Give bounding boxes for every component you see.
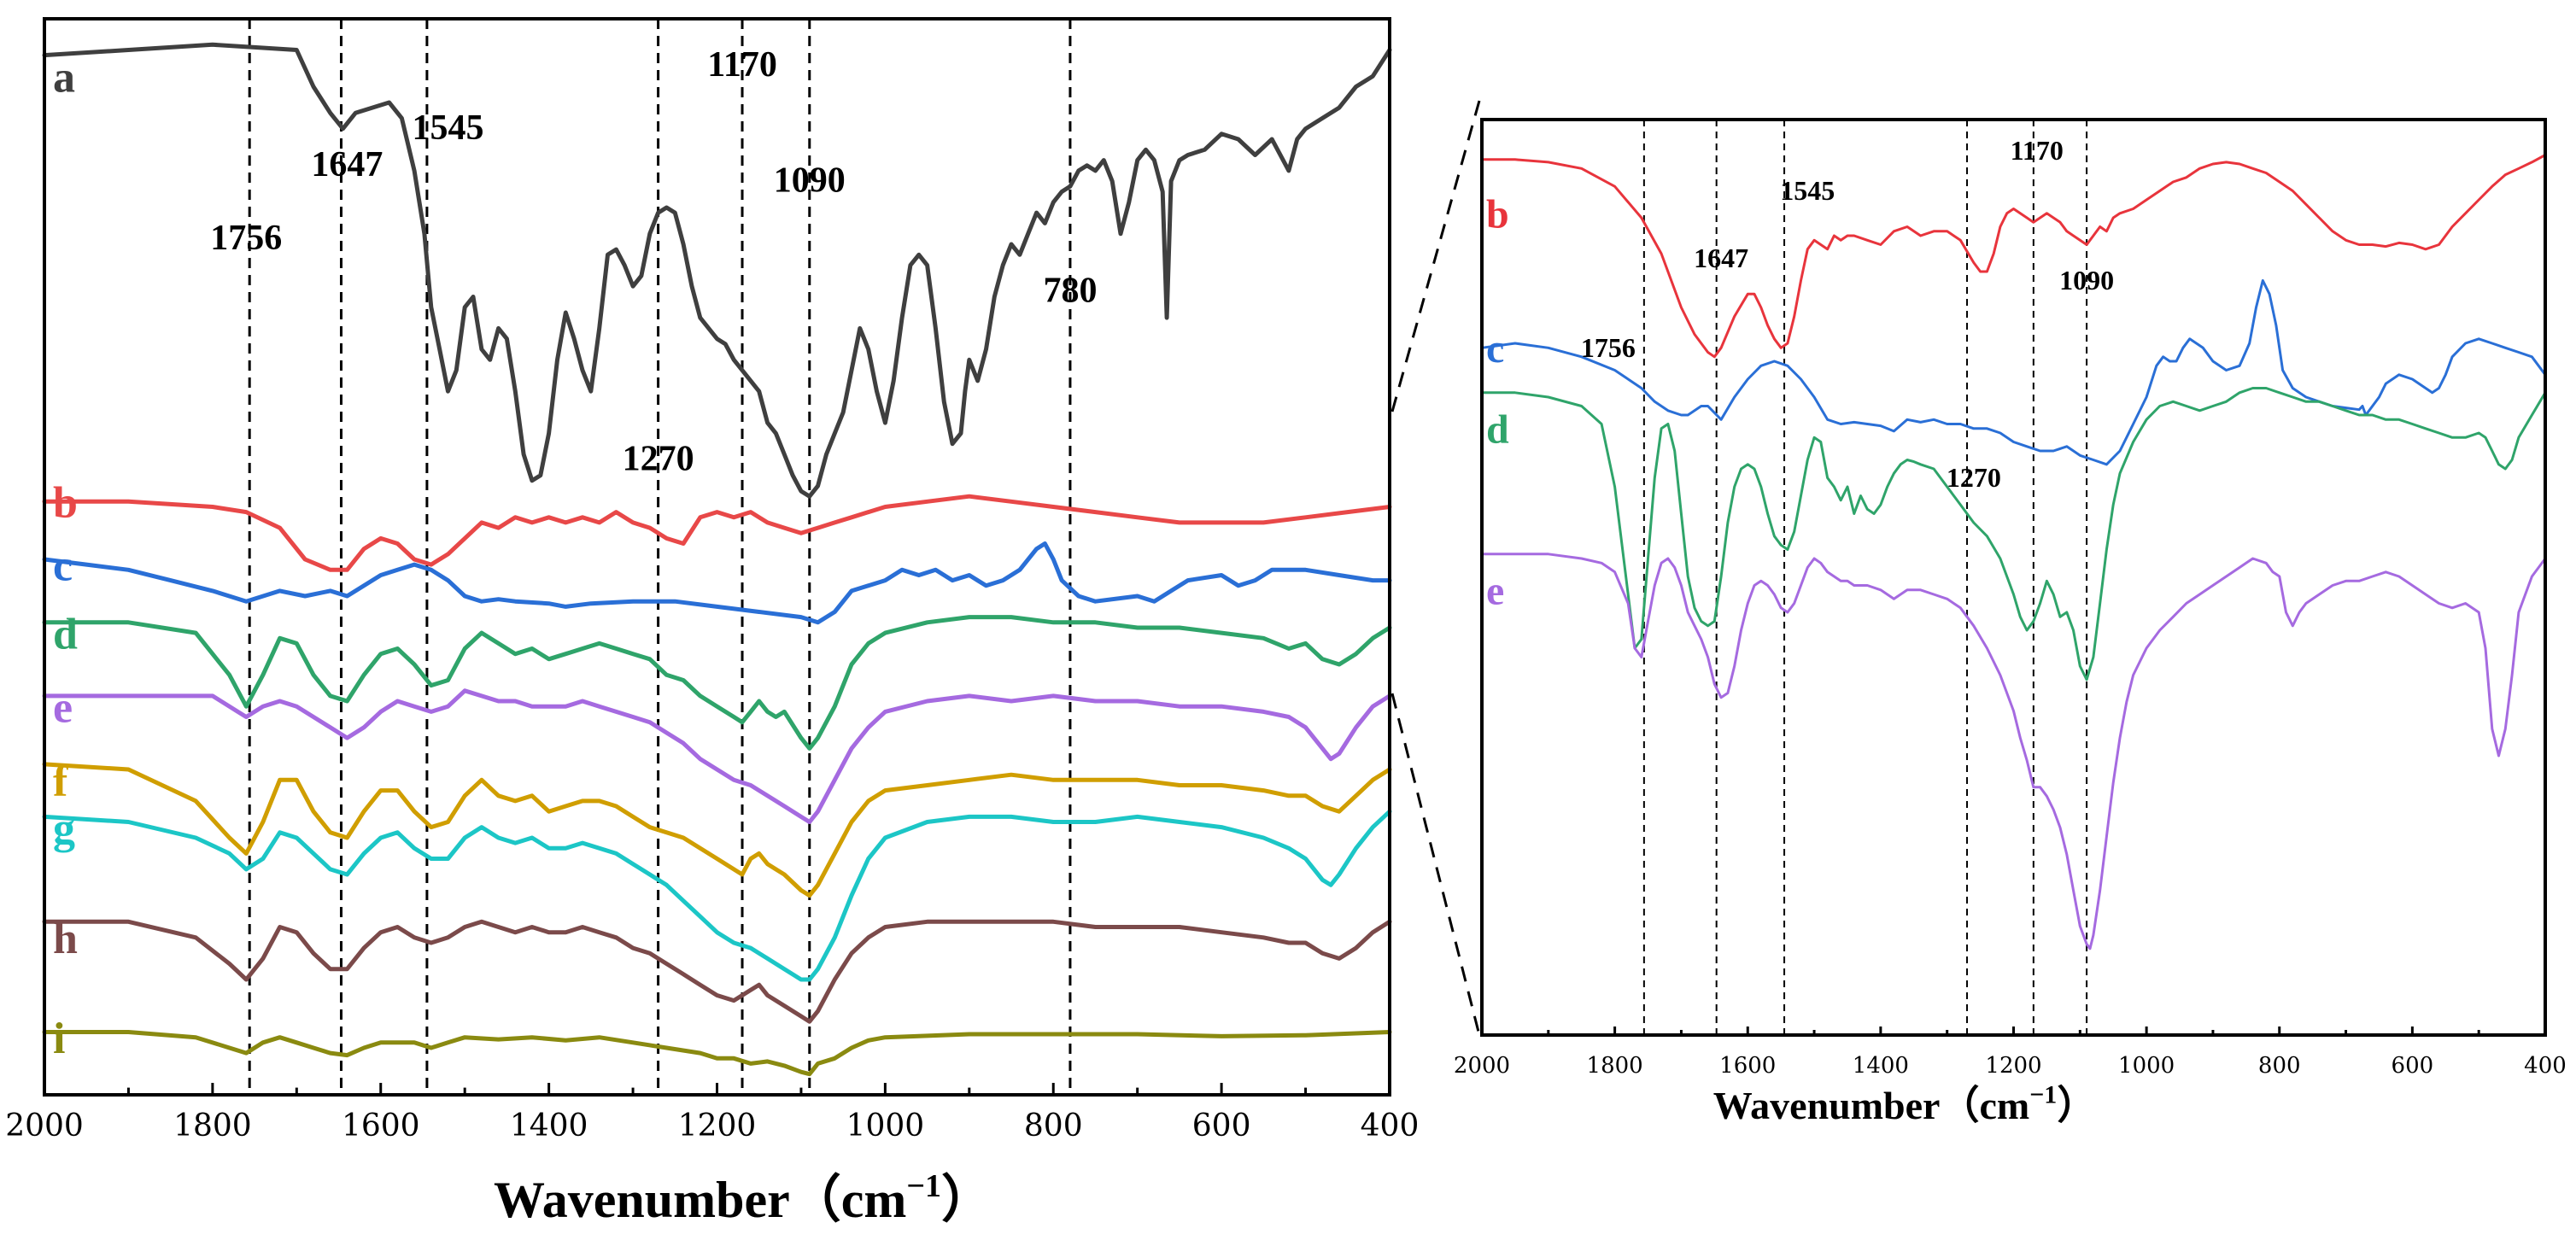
main-x-axis-label: Wavenumber（cm−1） [494,1168,992,1228]
inset-peak-label-1756: 1756 [1581,332,1636,363]
main-x-tick-label-2000: 2000 [5,1108,84,1143]
main-x-tick-label-1600: 1600 [342,1108,420,1143]
inset-axis-frame [1480,118,2547,1037]
main-peak-label-1545: 1545 [413,108,484,148]
inset-peak-label-1545: 1545 [1780,175,1835,206]
main-x-axis-label-text: Wavenumber（cm [494,1171,906,1228]
inset-x-axis-label-sup: −1 [2029,1081,2057,1109]
main-series-h-line [42,919,1392,1024]
inset-series-d-line [1480,387,2547,681]
main-series-c-line [42,541,1392,625]
main-series-label-g: g [53,804,75,853]
inset-chart-panel: b cd e 1756 1647 1545 1270 1170 1090 2000 1800 1600… [1454,118,2567,1127]
inset-x-tick-label-1800: 1800 [1587,1053,1643,1079]
main-series-label-b: b [53,479,78,528]
inset-series-label-b: b [1486,192,1509,237]
inset-x-tick-label-2000: 2000 [1454,1053,1510,1079]
main-series-label-a: a [53,53,75,102]
inset-peak-label-1090: 1090 [2059,265,2114,295]
zoom-connector-lines [1390,100,1481,1036]
main-x-axis-label-sup: −1 [906,1168,941,1204]
main-x-tick-label-1200: 1200 [678,1108,757,1143]
main-peak-label-780: 780 [1043,272,1097,311]
inset-peak-label-1647: 1647 [1694,243,1748,273]
inset-x-tick-label-800: 800 [2258,1053,2301,1079]
inset-peak-label-1170: 1170 [2011,135,2064,166]
main-x-tick-label-600: 600 [1192,1108,1251,1143]
inset-series-label-c: c [1486,326,1504,371]
inset-x-tick-label-1200: 1200 [1985,1053,2041,1079]
main-series-label-c: c [53,541,73,590]
main-series-label-d: d [53,610,78,658]
main-series-label-f: f [53,757,68,806]
inset-x-tick-label-1400: 1400 [1853,1053,1909,1079]
inset-x-axis-label: Wavenumber（cm−1） [1713,1081,2097,1127]
inset-series-label-d: d [1486,407,1509,453]
main-series-label-e: e [53,683,73,732]
inset-series-label-e: e [1486,569,1504,614]
main-x-tick-label-1400: 1400 [510,1108,588,1143]
main-series-g-line [42,809,1392,982]
main-series-a-line [42,42,1392,499]
main-series-label-i: i [53,1015,65,1063]
main-x-axis-label-close: ） [941,1171,992,1228]
main-peak-label-1090: 1090 [774,161,846,201]
inset-series-e-line [1480,553,2547,950]
main-x-tick-label-1000: 1000 [846,1108,925,1143]
main-series-label-h: h [53,915,78,963]
inset-x-tick-label-400: 400 [2524,1053,2567,1079]
main-x-tick-label-800: 800 [1024,1108,1083,1143]
main-x-tick-label-1800: 1800 [173,1108,252,1143]
main-series-f-line [42,762,1392,898]
inset-x-tick-label-1600: 1600 [1719,1053,1776,1079]
inset-peak-label-1270: 1270 [1947,462,2001,493]
main-series-i-line [42,1030,1392,1077]
main-series-b-line [42,494,1392,572]
main-x-tick-label-400: 400 [1361,1108,1420,1143]
inset-series-b-line [1480,154,2547,359]
main-series-d-line [42,615,1392,751]
inset-series-c-line [1480,279,2547,466]
inset-x-axis-label-text: Wavenumber（cm [1713,1084,2030,1127]
zoom-connector-top [1390,100,1481,412]
main-peak-label-1647: 1647 [311,145,383,184]
main-peak-label-1170: 1170 [707,45,777,85]
zoom-connector-bottom [1390,693,1481,1036]
main-series-e-line [42,688,1392,824]
inset-x-axis-label-close: ） [2057,1084,2096,1127]
main-peak-label-1756: 1756 [210,219,282,258]
inset-x-tick-label-1000: 1000 [2118,1053,2175,1079]
main-peak-label-1270: 1270 [623,439,694,478]
inset-x-tick-label-600: 600 [2392,1053,2434,1079]
